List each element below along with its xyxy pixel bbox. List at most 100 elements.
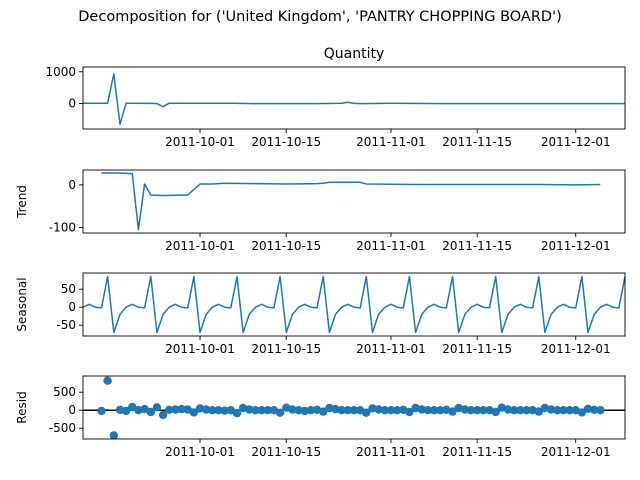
resid-point	[121, 406, 131, 416]
resid-point	[429, 406, 439, 415]
resid-point	[392, 406, 402, 415]
resid-point	[590, 405, 599, 414]
x-tick-label: 2011-10-15	[251, 239, 321, 253]
data-layer	[83, 73, 625, 125]
resid-point	[263, 406, 272, 415]
x-tick-label: 2011-11-15	[442, 239, 512, 253]
data-layer	[83, 275, 625, 334]
resid-point	[208, 406, 217, 415]
subplot-4: Resid 500 0 -500 2011-10-01 2011-10-15 2011-11…	[15, 375, 626, 459]
resid-point	[448, 407, 457, 416]
axes-frame	[82, 66, 626, 130]
subplot-3: Seasonal 50 0 -50 2011-10-01 2011-10-15 2011-1…	[15, 272, 626, 356]
resid-point	[300, 406, 309, 416]
y-tick-label: -500	[49, 421, 76, 435]
axes-frame	[82, 169, 626, 234]
resid-point	[596, 406, 605, 415]
y-tick-label: -50	[56, 318, 76, 332]
resid-point	[202, 405, 211, 414]
y-tick-label: 0	[68, 300, 76, 314]
resid-point	[177, 404, 186, 414]
resid-point	[386, 406, 396, 415]
resid-point	[288, 405, 297, 414]
resid-point	[460, 405, 470, 414]
series-line	[83, 275, 625, 334]
subplot-title: Quantity	[324, 46, 385, 62]
resid-point	[546, 405, 556, 414]
resid-point	[134, 406, 143, 415]
x-tick-label: 2011-12-01	[541, 239, 611, 253]
x-tick-label: 2011-12-01	[541, 342, 611, 356]
y-tick-label: 1000	[45, 65, 76, 79]
x-tick-label: 2011-11-01	[356, 342, 426, 356]
resid-point	[306, 406, 316, 415]
resid-point	[97, 406, 106, 416]
resid-point	[534, 407, 543, 416]
resid-point	[553, 406, 562, 415]
resid-point	[220, 406, 229, 415]
x-tick-label: 2011-11-15	[442, 445, 512, 459]
subplot-1: Quantity 0 1000 2011-10-01 2011-10-15 2011-11…	[45, 46, 626, 149]
x-tick-label: 2011-10-15	[251, 135, 321, 149]
y-axis-label: Trend	[15, 185, 29, 219]
x-tick-label: 2011-10-01	[165, 239, 235, 253]
x-tick-label: 2011-11-15	[442, 342, 512, 356]
resid-point	[232, 408, 242, 418]
resid-point	[171, 405, 180, 414]
x-tick-label: 2011-10-15	[251, 445, 321, 459]
x-tick-label: 2011-11-01	[356, 239, 426, 253]
x-tick-label: 2011-11-01	[356, 135, 426, 149]
resid-point	[275, 408, 285, 417]
figure-suptitle: Decomposition for ('United Kingdom', 'PA…	[78, 9, 561, 25]
subplot-panels: Quantity 0 1000 2011-10-01 2011-10-15 2011-11…	[15, 46, 626, 459]
resid-point	[337, 406, 346, 415]
resid-point	[522, 406, 531, 415]
series-line	[83, 73, 625, 125]
resid-point	[583, 404, 593, 413]
resid-point	[423, 406, 433, 415]
resid-point	[436, 406, 445, 415]
resid-point	[516, 406, 525, 415]
resid-point	[103, 376, 112, 385]
y-tick-label: 0	[68, 178, 76, 192]
x-tick-label: 2011-10-01	[165, 445, 235, 459]
resid-point	[331, 404, 340, 414]
resid-point	[165, 405, 174, 414]
x-tick-label: 2011-12-01	[541, 445, 611, 459]
resid-point	[380, 406, 389, 415]
series-line	[101, 172, 601, 231]
resid-point	[349, 406, 359, 415]
resid-point	[343, 406, 352, 415]
resid-point	[362, 408, 371, 417]
resid-point	[374, 405, 383, 414]
resid-point	[577, 408, 587, 417]
resid-point	[251, 406, 260, 415]
x-tick-label: 2011-11-01	[356, 445, 426, 459]
x-tick-label: 2011-10-15	[251, 342, 321, 356]
y-axis-label: Seasonal	[15, 277, 29, 331]
resid-point	[109, 431, 118, 439]
resid-point	[417, 405, 426, 414]
resid-point	[405, 407, 414, 417]
resid-point	[152, 403, 162, 412]
resid-point	[146, 407, 155, 417]
resid-point	[559, 406, 568, 415]
axes-frame	[82, 272, 626, 337]
data-layer	[101, 172, 601, 231]
resid-point	[503, 405, 513, 414]
resid-point	[491, 407, 500, 417]
resid-point	[565, 406, 574, 415]
x-tick-label: 2011-10-01	[165, 342, 235, 356]
resid-point	[158, 410, 168, 420]
resid-point	[195, 404, 205, 413]
y-axis-label: Resid	[15, 391, 29, 423]
resid-point	[257, 406, 266, 415]
axes-frame	[82, 375, 626, 440]
y-tick-label: 0	[68, 97, 76, 111]
resid-point	[294, 406, 303, 415]
resid-point	[466, 406, 476, 415]
y-tick-label: 50	[61, 282, 76, 296]
y-tick-label: -100	[49, 220, 76, 234]
subplot-2: Trend 0 -100 2011-10-01 2011-10-15 2011-11-01…	[15, 169, 626, 253]
